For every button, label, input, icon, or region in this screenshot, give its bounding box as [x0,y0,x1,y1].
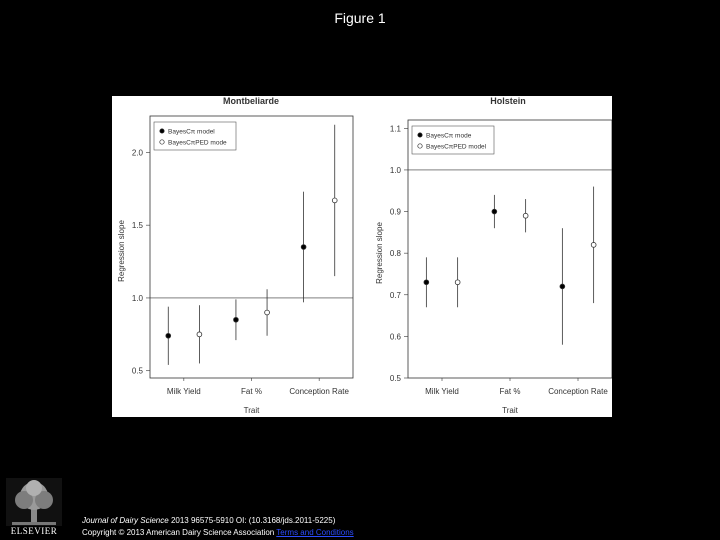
point-filled [423,279,430,286]
journal-name: Journal of Dairy Science [82,516,169,525]
x-axis-label: Trait [502,406,518,415]
y-tick-label: 0.5 [132,367,144,376]
legend-marker-filled [159,128,165,134]
point-open [454,279,461,286]
point-filled [559,283,566,290]
point-open [590,242,597,248]
y-tick-label: 2.0 [132,148,144,157]
x-tick-label: Conception Rate [289,387,349,396]
point-filled [233,316,239,323]
point-open [331,197,338,204]
y-axis-label: Regression slope [375,222,384,284]
citation-details: 2013 96575-5910 OI: (10.3168/jds.2011-52… [168,516,336,525]
page-title: Figure 1 [334,10,386,26]
panel-title: Montbeliarde [223,96,279,106]
point-filled [300,244,307,250]
point-open [196,331,203,338]
legend-label: BayesCπPED model [426,144,487,151]
legend-label: BayesCπ model [168,129,215,136]
x-tick-label: Fat % [500,387,521,396]
point-open [522,212,529,219]
legend-marker-filled [417,132,423,138]
citation: Journal of Dairy Science 2013 96575-5910… [82,515,335,527]
elsevier-tree-logo [6,478,62,526]
legend-box [411,125,495,155]
point-open [264,309,270,316]
y-tick-label: 1.0 [132,294,144,303]
terms-link[interactable]: Terms and Conditions [276,528,354,537]
figure-image: Montbeliarde 0.5 1.0 1.5 2.0 Regression slope… [112,96,612,417]
y-tick-label: 0.7 [390,291,402,300]
elsevier-wordmark: ELSEVIER [10,526,58,536]
legend-label: BayesCπPED mode [168,140,227,147]
x-tick-label: Milk Yield [167,387,201,396]
x-tick-label: Milk Yield [425,387,459,396]
y-tick-label: 1.5 [132,221,144,230]
point-filled [491,208,498,215]
plot-frame [149,115,354,379]
plot-frame [407,119,612,379]
y-tick-label: 0.9 [390,208,402,217]
legend-marker-open [159,139,165,145]
panel-title: Holstein [490,96,526,106]
x-tick-label: Fat % [241,387,262,396]
y-tick-label: 0.5 [390,374,402,383]
y-tick-label: 0.6 [390,332,402,341]
copyright-line: Copyright © 2013 American Dairy Science … [82,527,354,539]
legend-marker-open [417,143,423,149]
y-tick-label: 1.1 [390,124,402,133]
legend-box [153,121,237,151]
x-axis-label: Trait [244,406,260,415]
copyright-text: Copyright © 2013 American Dairy Science … [82,528,277,537]
point-filled [165,332,172,339]
y-axis-label: Regression slope [117,220,126,282]
y-tick-label: 0.8 [390,249,402,258]
figure-svg: Montbeliarde 0.5 1.0 1.5 2.0 Regression slope… [117,96,612,415]
legend-label: BayesCπ mode [426,133,472,140]
y-tick-label: 1.0 [390,166,402,175]
x-tick-label: Conception Rate [548,387,608,396]
